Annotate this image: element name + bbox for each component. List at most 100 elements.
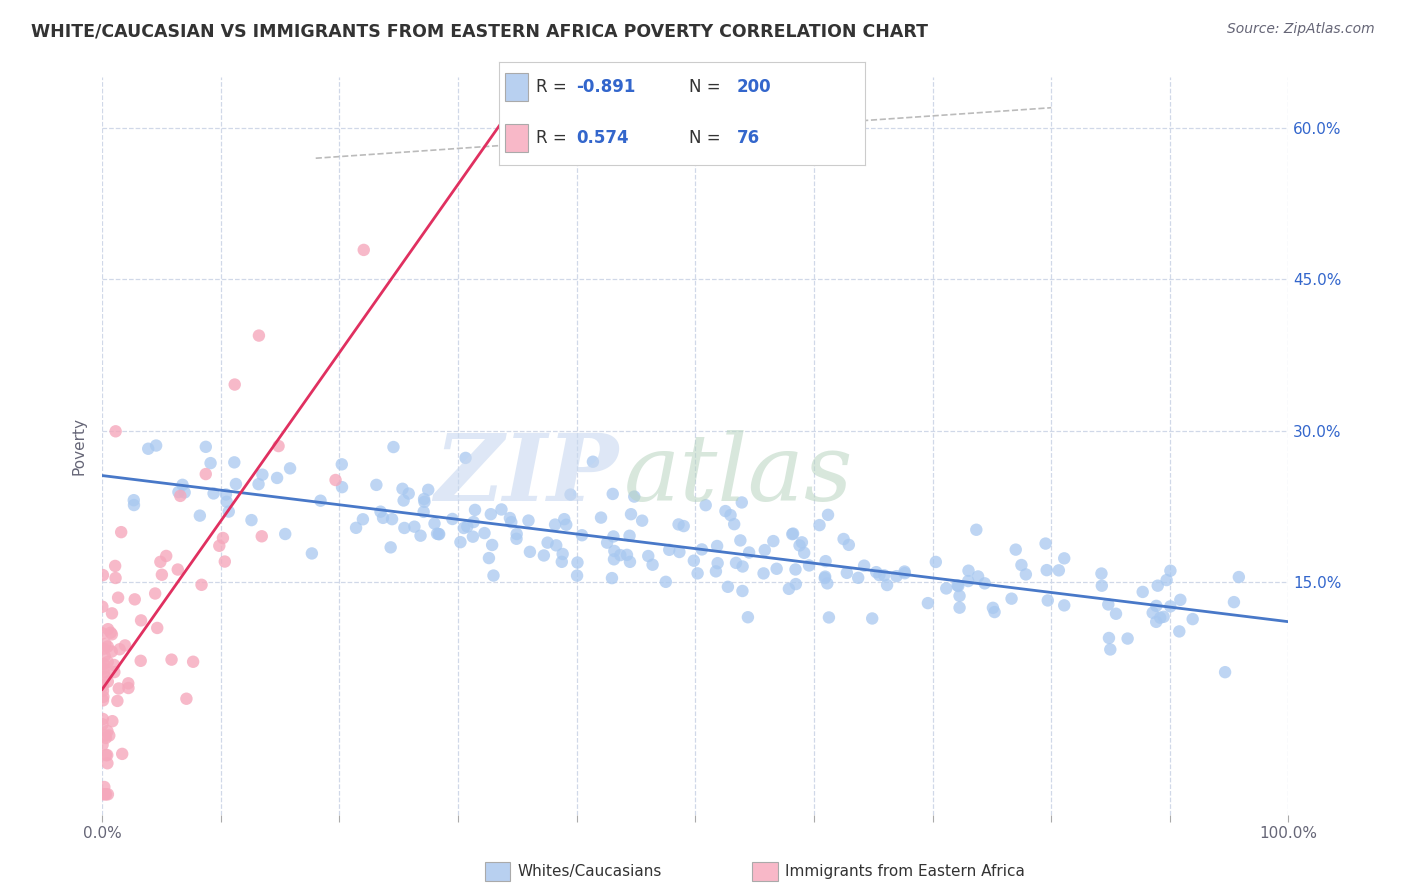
Point <box>91 568 114 582</box>
Point <box>1035 536 1057 550</box>
Point <box>330 480 353 494</box>
Point <box>409 529 432 543</box>
Point <box>948 600 970 615</box>
Point <box>695 498 717 512</box>
Point <box>173 485 195 500</box>
Point <box>1097 598 1119 612</box>
Point <box>122 493 145 508</box>
Point <box>868 568 890 582</box>
Point <box>790 535 813 549</box>
Point <box>97 640 120 654</box>
Point <box>658 542 681 557</box>
Point <box>105 694 128 708</box>
Point <box>91 787 114 801</box>
Point <box>706 539 728 553</box>
Point <box>449 535 471 549</box>
Point <box>252 467 274 482</box>
Point <box>117 681 139 695</box>
Point <box>91 712 114 726</box>
Point <box>454 450 477 465</box>
Point <box>1159 564 1181 578</box>
Point <box>188 508 211 523</box>
Point <box>212 531 235 545</box>
Point <box>366 478 388 492</box>
Point <box>893 565 915 579</box>
Point <box>704 565 727 579</box>
Point <box>499 511 522 525</box>
Point <box>668 517 690 532</box>
Point <box>948 579 970 593</box>
Point <box>482 568 505 582</box>
Point <box>224 455 246 469</box>
Point <box>533 549 555 563</box>
Point <box>1223 595 1246 609</box>
Point <box>602 487 624 501</box>
Point <box>623 490 645 504</box>
Point <box>876 578 898 592</box>
Point <box>1149 611 1171 625</box>
Point <box>789 538 811 552</box>
Point <box>1159 599 1181 614</box>
Point <box>427 527 450 541</box>
Point <box>1146 579 1168 593</box>
Point <box>190 578 212 592</box>
Point <box>412 505 434 519</box>
Point <box>973 576 995 591</box>
Point <box>136 442 159 456</box>
Point <box>724 556 747 570</box>
Text: -0.891: -0.891 <box>576 78 636 96</box>
Point <box>344 521 367 535</box>
Point <box>637 549 659 563</box>
Point <box>957 564 980 578</box>
Point <box>860 611 883 625</box>
Point <box>873 568 896 582</box>
Point <box>600 571 623 585</box>
Point <box>838 538 860 552</box>
Point <box>122 498 145 512</box>
Point <box>631 514 654 528</box>
Point <box>103 665 125 679</box>
Point <box>155 549 177 563</box>
Point <box>479 507 502 521</box>
Point <box>394 521 416 535</box>
Point <box>505 527 527 541</box>
Point <box>983 605 1005 619</box>
Point <box>1047 563 1070 577</box>
Point <box>948 589 970 603</box>
Point <box>1156 573 1178 587</box>
Point <box>91 626 114 640</box>
Point <box>560 487 582 501</box>
Point <box>94 748 117 763</box>
Point <box>93 641 115 656</box>
Point <box>965 523 987 537</box>
Point <box>491 502 513 516</box>
Point <box>706 556 728 570</box>
Point <box>278 461 301 475</box>
Point <box>1035 563 1057 577</box>
Point <box>96 756 118 771</box>
Point <box>166 562 188 576</box>
Point <box>571 528 593 542</box>
Point <box>967 569 990 583</box>
Point <box>107 591 129 605</box>
Point <box>846 571 869 585</box>
Point <box>100 625 122 640</box>
Point <box>103 657 125 672</box>
Point <box>100 644 122 658</box>
Point <box>551 547 574 561</box>
FancyBboxPatch shape <box>505 124 529 153</box>
Point <box>778 582 800 596</box>
Text: N =: N = <box>689 78 721 96</box>
Point <box>832 532 855 546</box>
Point <box>94 637 117 651</box>
Point <box>1116 632 1139 646</box>
Point <box>96 724 118 739</box>
Point <box>1099 642 1122 657</box>
Point <box>797 558 820 573</box>
Point <box>96 748 118 763</box>
Point <box>94 670 117 684</box>
Point <box>765 562 787 576</box>
Point <box>602 529 624 543</box>
Text: R =: R = <box>536 129 567 147</box>
Point <box>91 717 114 731</box>
